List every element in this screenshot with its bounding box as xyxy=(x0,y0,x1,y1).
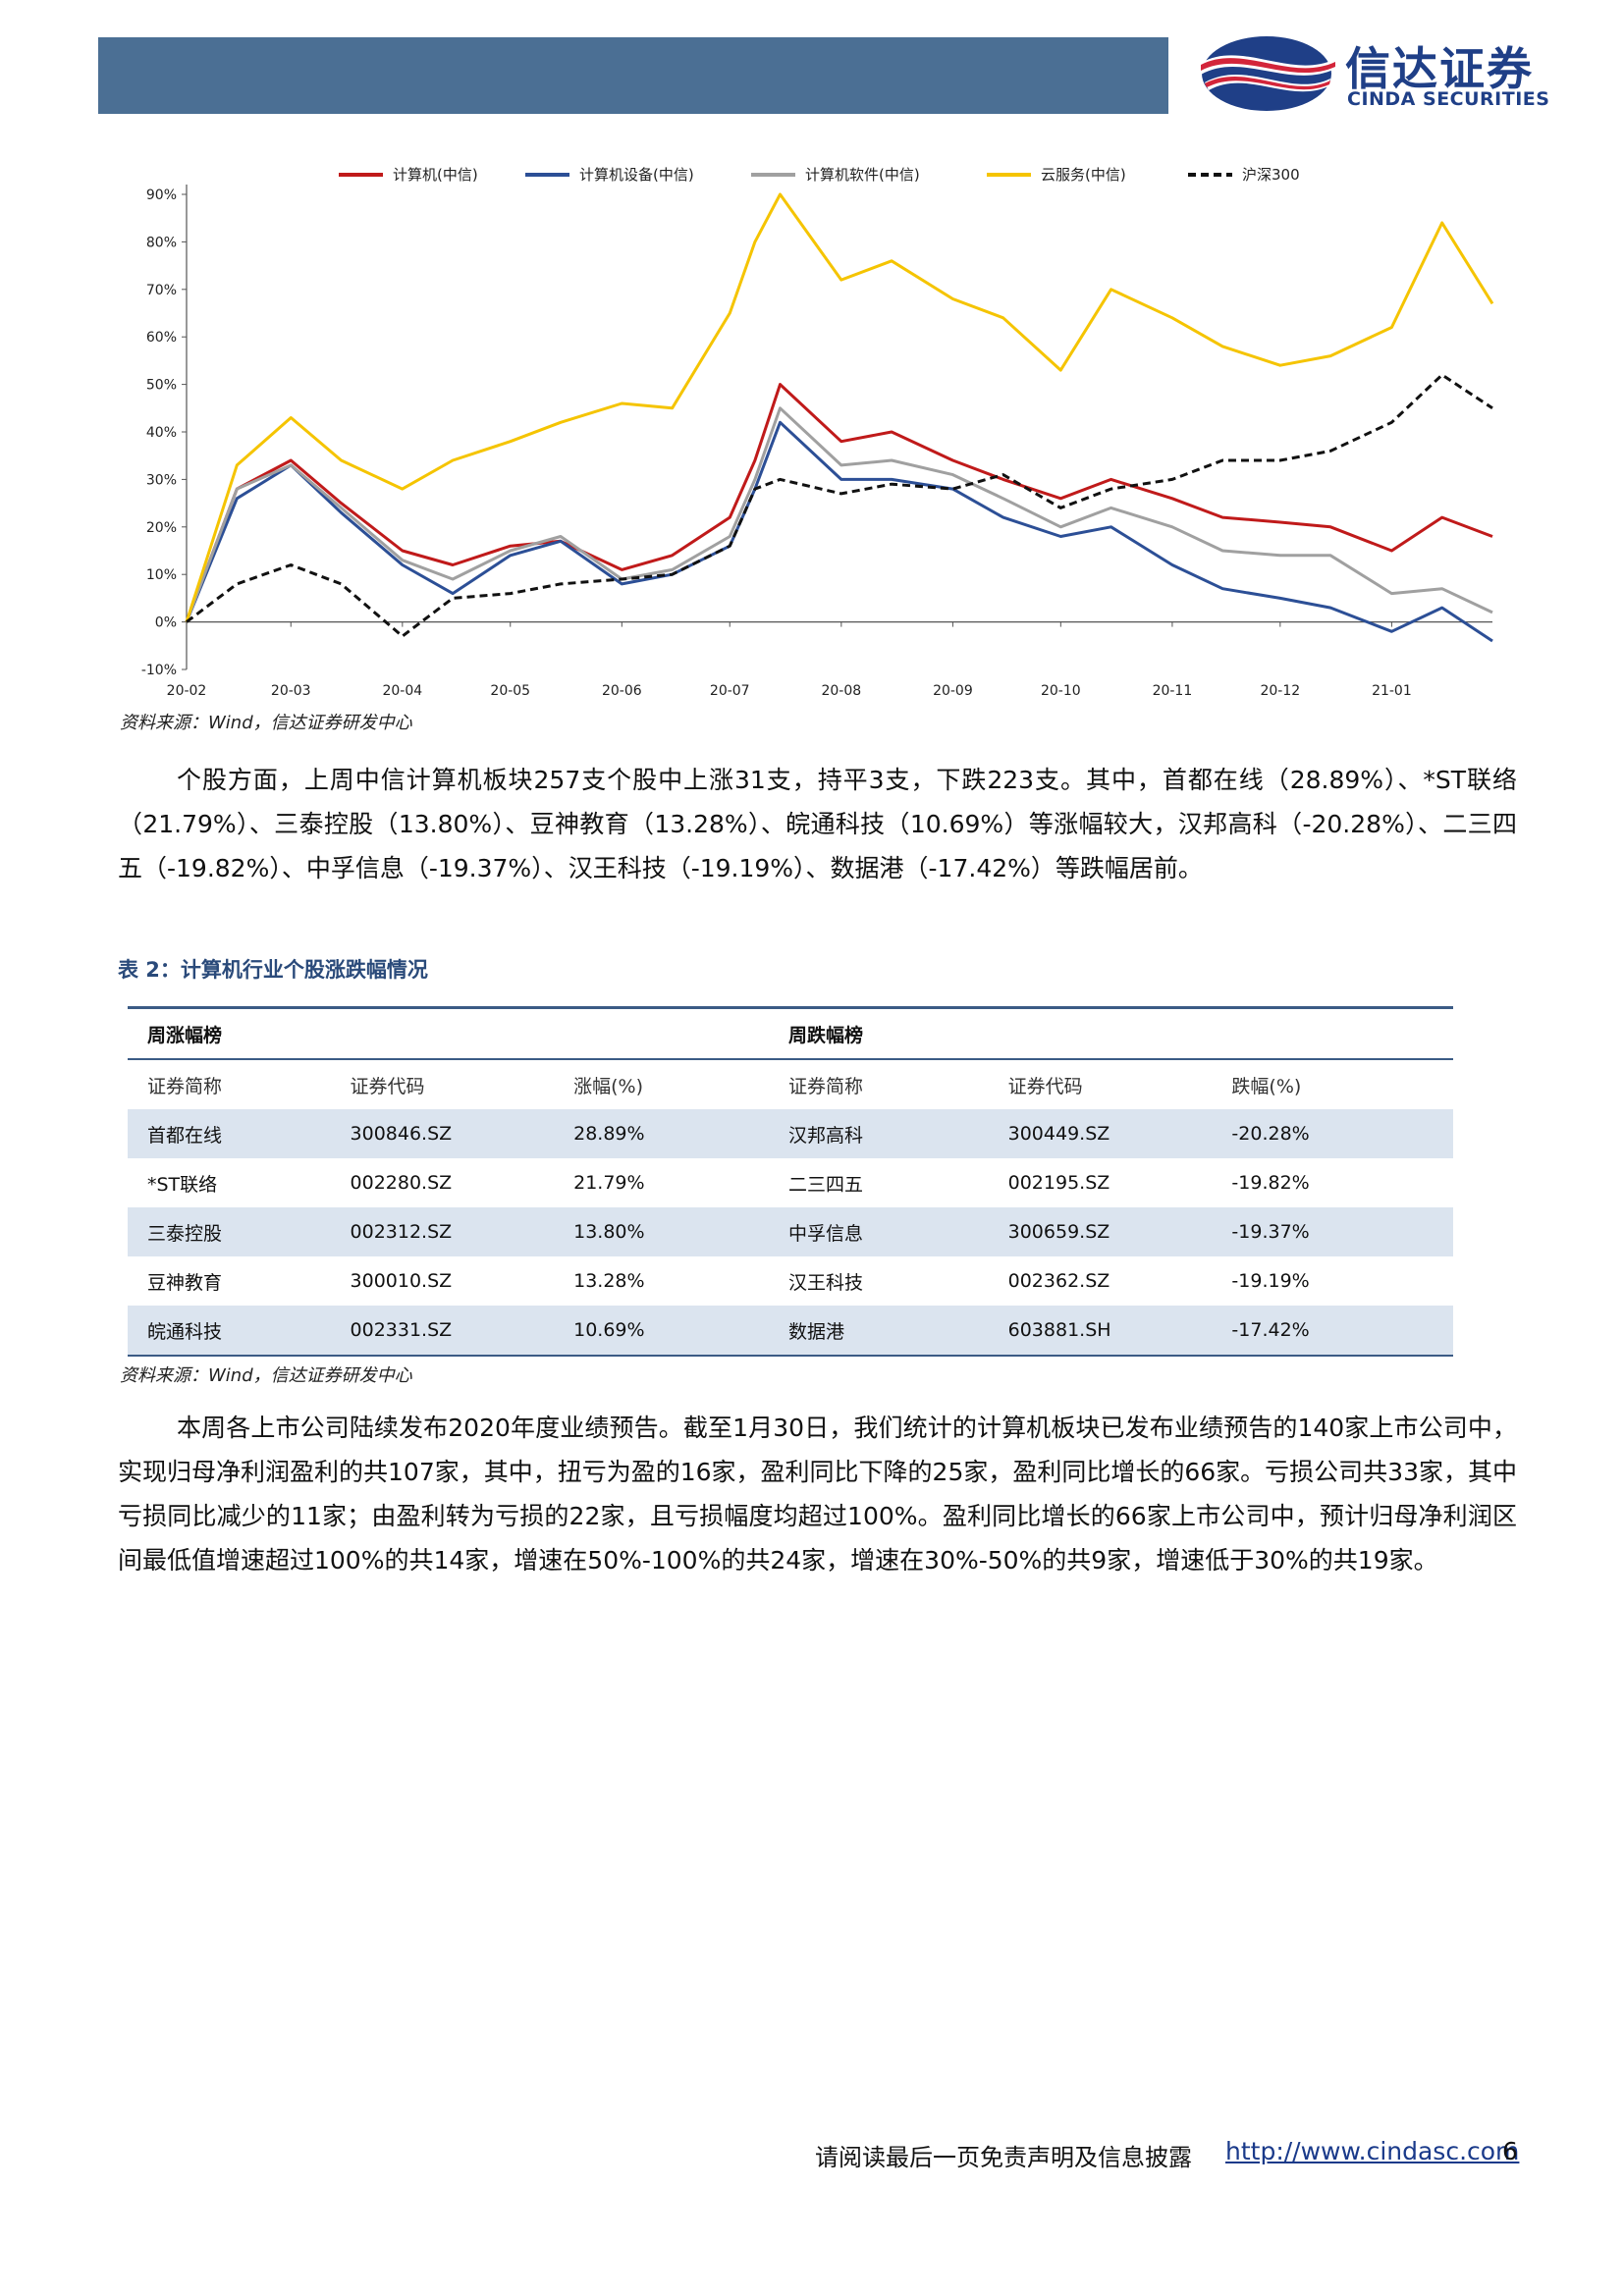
column-header: 涨幅(%) xyxy=(573,1075,644,1097)
table-cell: 002195.SZ xyxy=(1007,1172,1110,1194)
y-tick-label: 50% xyxy=(146,378,177,394)
table-cell: 13.28% xyxy=(573,1270,645,1292)
table-cell: 13.80% xyxy=(554,1207,769,1256)
legend-label: 沪深300 xyxy=(1242,166,1300,184)
chart-svg: -10% 0% 10% 20% 30% 40% 50% 60% 70% 80% 90% 20-02 20… xyxy=(141,166,1494,699)
page-number: 6 xyxy=(1502,2137,1518,2165)
group-gainers: 周涨幅榜 xyxy=(128,1006,769,1060)
cinda-logo-icon xyxy=(1201,36,1335,111)
stock-table: 周涨幅榜 周跌幅榜 证券简称 证券代码 涨幅(%) 证券简称 证券代码 跌幅(%) 首都在线… xyxy=(128,1006,1453,1357)
group-losers: 周跌幅榜 xyxy=(768,1006,1453,1060)
table-group-header: 周涨幅榜 周跌幅榜 xyxy=(128,1006,1453,1060)
table-cell: 21.79% xyxy=(573,1172,645,1194)
cinda-logo: 信达证券 CINDA SECURITIES xyxy=(1193,29,1596,118)
table-cell: -19.19% xyxy=(1231,1270,1310,1292)
table-row: 三泰控股 002312.SZ 13.80% 中孚信息 300659.SZ -19.37% xyxy=(128,1207,1453,1256)
table-cell: 汉王科技 xyxy=(787,1271,863,1294)
y-tick-label: 60% xyxy=(146,330,177,346)
x-tick-label: 20-09 xyxy=(933,683,973,699)
legend-label: 云服务(中信) xyxy=(1041,166,1126,184)
table-cell: 中孚信息 xyxy=(768,1207,989,1256)
table-cell: 数据港 xyxy=(768,1306,989,1357)
logo-chinese-text: 信达证券 xyxy=(1345,42,1534,95)
table-cell: 002331.SZ xyxy=(330,1306,555,1357)
series-line xyxy=(185,406,1493,623)
table-cell: 300449.SZ xyxy=(988,1109,1213,1158)
table-cell: 汉邦高科 xyxy=(768,1109,989,1158)
table-cell: -17.42% xyxy=(1212,1306,1453,1357)
column-header: 证券简称 xyxy=(147,1075,223,1097)
table-source: 资料来源：Wind，信达证券研发中心 xyxy=(120,1365,412,1386)
legend-label: 计算机设备(中信) xyxy=(579,166,694,184)
table-cell: 豆神教育 xyxy=(147,1271,223,1294)
x-tick-label: 20-10 xyxy=(1041,683,1081,699)
table-cell: 三泰控股 xyxy=(128,1207,331,1256)
column-header: 跌幅(%) xyxy=(1231,1075,1302,1097)
x-tick-label: 20-12 xyxy=(1260,683,1300,699)
table-cell: 皖通科技 xyxy=(128,1306,331,1357)
y-tick-label: 90% xyxy=(146,187,177,203)
x-tick-label: 21-01 xyxy=(1372,683,1412,699)
table-cell: 300010.SZ xyxy=(350,1270,453,1292)
table-row: 首都在线 300846.SZ 28.89% 汉邦高科 300449.SZ -20.28% xyxy=(128,1109,1453,1158)
table-cell: 二三四五 xyxy=(787,1173,863,1196)
y-tick-label: -10% xyxy=(141,663,177,678)
paragraph-stocks: 个股方面，上周中信计算机板块257支个股中上涨31支，持平3支，下跌223支。其… xyxy=(118,766,1517,882)
logo-english-text: CINDA SECURITIES xyxy=(1347,88,1550,110)
footer-link[interactable]: http://www.cindasc.com xyxy=(1225,2137,1520,2165)
x-tick-label: 20-03 xyxy=(271,683,311,699)
y-tick-label: 40% xyxy=(146,425,177,441)
table-title: 表 2：计算机行业个股涨跌幅情况 xyxy=(118,958,428,982)
legend-label: 计算机软件(中信) xyxy=(805,166,920,184)
y-tick-label: 30% xyxy=(146,472,177,488)
y-tick-label: 70% xyxy=(146,283,177,298)
table-column-header: 证券简称 证券代码 涨幅(%) 证券简称 证券代码 跌幅(%) xyxy=(128,1059,1453,1109)
series-line xyxy=(186,373,1493,638)
series-line xyxy=(185,192,1494,623)
x-tick-label: 20-04 xyxy=(382,683,422,699)
table-cell: 10.69% xyxy=(554,1306,769,1357)
header-bar xyxy=(98,37,1168,114)
series-line xyxy=(185,383,1493,623)
x-tick-label: 20-07 xyxy=(710,683,750,699)
table-cell: 28.89% xyxy=(554,1109,769,1158)
column-header: 证券代码 xyxy=(1007,1075,1083,1097)
table-cell: 002362.SZ xyxy=(1007,1270,1110,1292)
x-tick-label: 20-11 xyxy=(1153,683,1193,699)
column-header: 证券代码 xyxy=(350,1075,425,1097)
paragraph-earnings: 本周各上市公司陆续发布2020年度业绩预告。截至1月30日，我们统计的计算机板块… xyxy=(118,1414,1517,1575)
x-tick-label: 20-05 xyxy=(490,683,530,699)
table-cell: -19.82% xyxy=(1231,1172,1310,1194)
table-row: 豆神教育 300010.SZ 13.28% 汉王科技 002362.SZ -19.19% xyxy=(128,1256,1453,1306)
footer-disclaimer: 请阅读最后一页免责声明及信息披露 xyxy=(815,2144,1192,2171)
y-tick-label: 0% xyxy=(155,615,177,631)
y-tick-label: 80% xyxy=(146,235,177,250)
line-chart: -10% 0% 10% 20% 30% 40% 50% 60% 70% 80% 90% 20-02 20… xyxy=(98,147,1502,711)
y-tick-label: 20% xyxy=(146,520,177,536)
legend-label: 计算机(中信) xyxy=(393,166,478,184)
table-row: *ST联络 002280.SZ 21.79% 二三四五 002195.SZ -19.82% xyxy=(128,1158,1453,1207)
table-cell: -19.37% xyxy=(1212,1207,1453,1256)
column-header: 证券简称 xyxy=(787,1075,863,1097)
x-tick-label: 20-06 xyxy=(602,683,642,699)
x-tick-label: 20-02 xyxy=(167,683,207,699)
figure-source: 资料来源：Wind，信达证券研发中心 xyxy=(120,713,412,733)
table-row: 皖通科技 002331.SZ 10.69% 数据港 603881.SH -17.42% xyxy=(128,1306,1453,1357)
table-cell: -20.28% xyxy=(1212,1109,1453,1158)
table-cell: 603881.SH xyxy=(988,1306,1213,1357)
table-cell: *ST联络 xyxy=(147,1173,218,1196)
table-cell: 首都在线 xyxy=(128,1109,331,1158)
table-cell: 002312.SZ xyxy=(330,1207,555,1256)
table-cell: 002280.SZ xyxy=(350,1172,453,1194)
table-cell: 300846.SZ xyxy=(330,1109,555,1158)
series-line xyxy=(185,420,1493,643)
y-tick-label: 10% xyxy=(146,567,177,583)
x-tick-label: 20-08 xyxy=(821,683,861,699)
table-cell: 300659.SZ xyxy=(988,1207,1213,1256)
